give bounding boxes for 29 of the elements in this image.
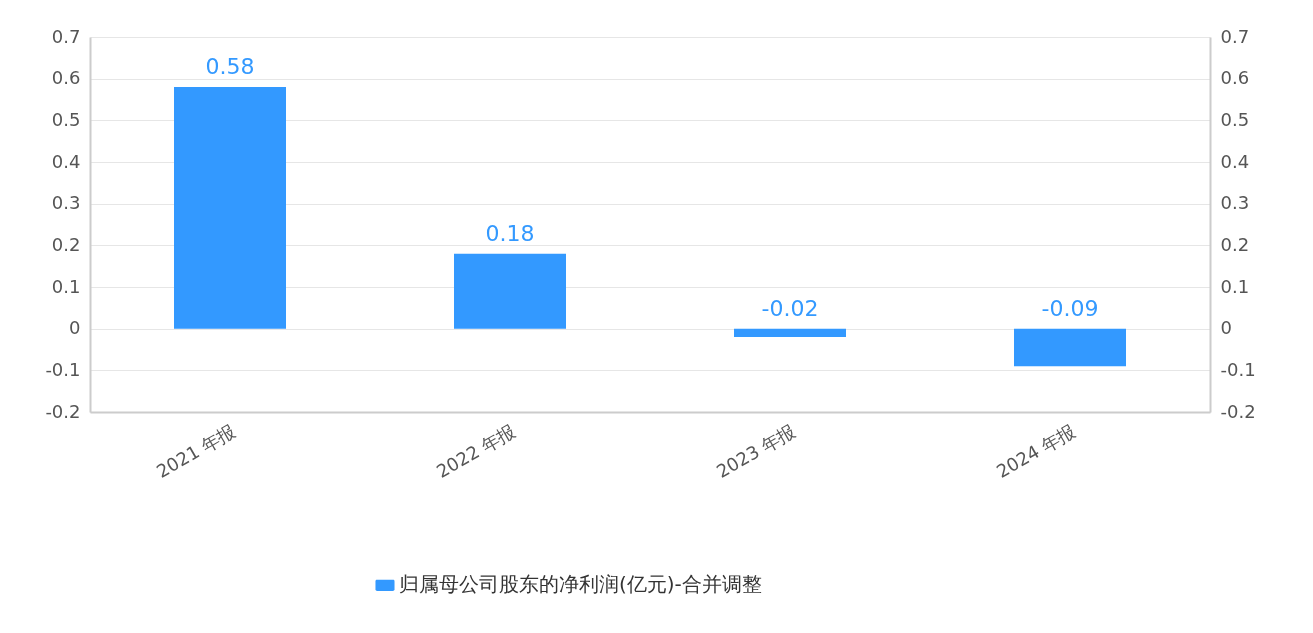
bar (454, 253, 566, 329)
y-tick-label: 0.4 (51, 150, 81, 172)
y2-tick-label: 0.2 (1220, 233, 1250, 255)
y-tick-label: 0.6 (51, 67, 81, 89)
data-label: 0.58 (205, 54, 255, 79)
y-tick-label: 0.1 (51, 275, 81, 297)
y2-tick-label: 0.5 (1220, 108, 1250, 130)
y-tick-label: -0.2 (45, 400, 81, 422)
y2-tick-label: -0.1 (1220, 358, 1256, 380)
y2-tick-label: 0.1 (1220, 275, 1250, 297)
data-label: 0.18 (485, 220, 535, 246)
y-tick-label: 0.5 (51, 108, 81, 130)
y2-tick-label: 0.3 (1220, 192, 1250, 214)
data-label: -0.09 (1041, 295, 1099, 321)
y-tick-label: 0.7 (51, 25, 81, 47)
y-tick-label: -0.1 (45, 358, 81, 380)
data-label: -0.02 (761, 295, 819, 321)
y-tick-label: 0.3 (51, 192, 81, 214)
bar (1014, 328, 1126, 367)
legend-label: 归属母公司股东的净利润(亿元)-合并调整 (399, 572, 762, 596)
y2-tick-label: 0.6 (1220, 67, 1250, 89)
y-tick-label: 0 (69, 317, 81, 339)
bar (174, 87, 286, 329)
y-tick-label: 0.2 (51, 233, 81, 255)
y2-tick-label: 0 (1220, 317, 1232, 339)
y2-tick-label: 0.7 (1220, 25, 1250, 47)
y2-tick-label: -0.2 (1220, 400, 1256, 422)
bar (734, 328, 846, 337)
y2-tick-label: 0.4 (1220, 150, 1250, 172)
